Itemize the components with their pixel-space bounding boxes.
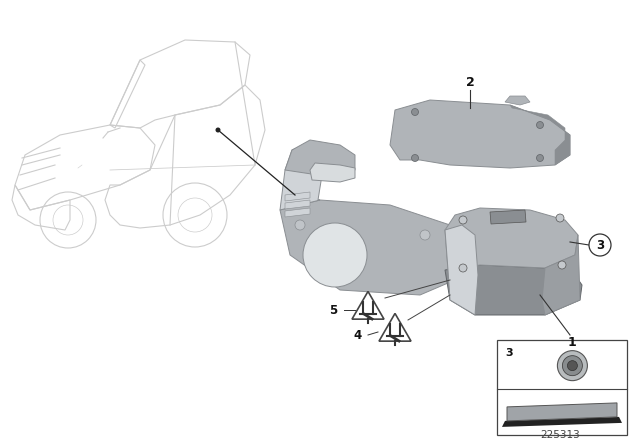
FancyBboxPatch shape bbox=[497, 340, 627, 435]
Text: 3: 3 bbox=[505, 348, 513, 358]
Polygon shape bbox=[285, 192, 310, 201]
Polygon shape bbox=[502, 417, 622, 427]
Circle shape bbox=[295, 220, 305, 230]
Polygon shape bbox=[510, 105, 570, 165]
Polygon shape bbox=[445, 208, 578, 270]
Text: 1: 1 bbox=[568, 336, 577, 349]
Polygon shape bbox=[445, 265, 582, 315]
Circle shape bbox=[589, 234, 611, 256]
Polygon shape bbox=[285, 200, 310, 209]
Polygon shape bbox=[352, 292, 384, 319]
Polygon shape bbox=[390, 100, 570, 168]
Text: 4: 4 bbox=[354, 328, 362, 341]
Polygon shape bbox=[505, 96, 530, 105]
Polygon shape bbox=[490, 210, 526, 224]
Text: 225313: 225313 bbox=[540, 430, 580, 440]
Circle shape bbox=[412, 108, 419, 116]
Polygon shape bbox=[445, 225, 478, 315]
Circle shape bbox=[536, 155, 543, 161]
Polygon shape bbox=[285, 140, 355, 175]
Circle shape bbox=[557, 351, 588, 381]
Text: 3: 3 bbox=[596, 238, 604, 251]
Circle shape bbox=[459, 264, 467, 272]
Polygon shape bbox=[507, 403, 617, 421]
Circle shape bbox=[412, 155, 419, 161]
Circle shape bbox=[558, 261, 566, 269]
Polygon shape bbox=[285, 208, 310, 217]
Polygon shape bbox=[542, 235, 580, 315]
Circle shape bbox=[420, 230, 430, 240]
Polygon shape bbox=[280, 145, 325, 210]
Circle shape bbox=[216, 128, 221, 133]
Circle shape bbox=[568, 361, 577, 370]
Circle shape bbox=[536, 121, 543, 129]
Text: 2: 2 bbox=[466, 76, 474, 89]
Polygon shape bbox=[310, 163, 355, 182]
Circle shape bbox=[556, 214, 564, 222]
Polygon shape bbox=[280, 200, 460, 295]
Circle shape bbox=[563, 356, 582, 376]
Circle shape bbox=[303, 223, 367, 287]
Circle shape bbox=[459, 216, 467, 224]
Text: 5: 5 bbox=[329, 303, 337, 316]
Polygon shape bbox=[379, 314, 411, 341]
